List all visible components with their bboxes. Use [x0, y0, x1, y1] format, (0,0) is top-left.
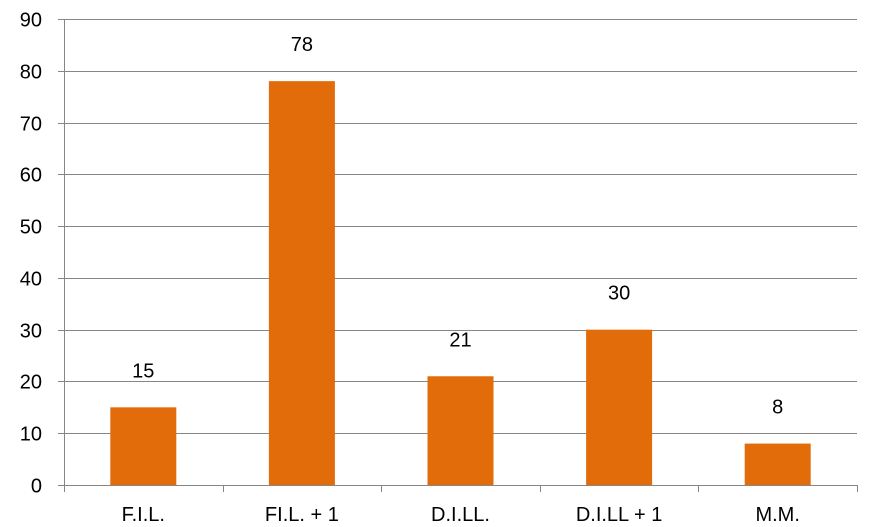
- data-label: 15: [132, 360, 154, 382]
- data-label: 78: [291, 34, 313, 56]
- data-labels: 15 78 21 30 8: [132, 34, 783, 418]
- bar: [586, 329, 653, 485]
- y-tick-label: 20: [20, 372, 42, 394]
- x-tick-label: M.M.: [755, 504, 799, 526]
- y-tick-label: 80: [20, 62, 42, 84]
- data-label: 8: [772, 397, 783, 419]
- y-tick-label: 0: [31, 476, 42, 498]
- x-tick-label: D.I.LL.: [431, 504, 490, 526]
- x-axis-labels: F.I.L. FI.L. + 1 D.I.LL. D.I.LL + 1 M.M.: [122, 504, 800, 526]
- y-tick-label: 50: [20, 217, 42, 239]
- gridlines: [64, 19, 857, 434]
- y-tick-label: 60: [20, 165, 42, 187]
- bar: [427, 376, 494, 485]
- y-tick-label: 40: [20, 269, 42, 291]
- y-tick-label: 70: [20, 114, 42, 136]
- axes: [64, 19, 858, 492]
- bar: [268, 81, 335, 485]
- y-tick-label: 10: [20, 424, 42, 446]
- x-tick-label: F.I.L.: [122, 504, 165, 526]
- data-label: 21: [449, 329, 471, 351]
- x-tick-label: FI.L. + 1: [265, 504, 339, 526]
- bar: [110, 407, 177, 485]
- x-tick-label: D.I.LL + 1: [576, 504, 663, 526]
- y-tick-label: 30: [20, 321, 42, 343]
- bars: [110, 81, 811, 485]
- y-axis-ticks: 0 10 20 30 40 50 60 70 80 90: [20, 10, 64, 498]
- y-tick-label: 90: [20, 10, 42, 32]
- bar: [744, 443, 811, 485]
- data-label: 30: [608, 283, 630, 305]
